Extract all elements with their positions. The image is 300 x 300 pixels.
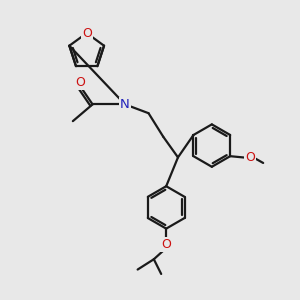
Text: O: O <box>75 76 85 89</box>
Text: N: N <box>120 98 130 111</box>
Text: O: O <box>245 151 255 164</box>
Text: O: O <box>82 27 92 40</box>
Text: O: O <box>161 238 171 251</box>
